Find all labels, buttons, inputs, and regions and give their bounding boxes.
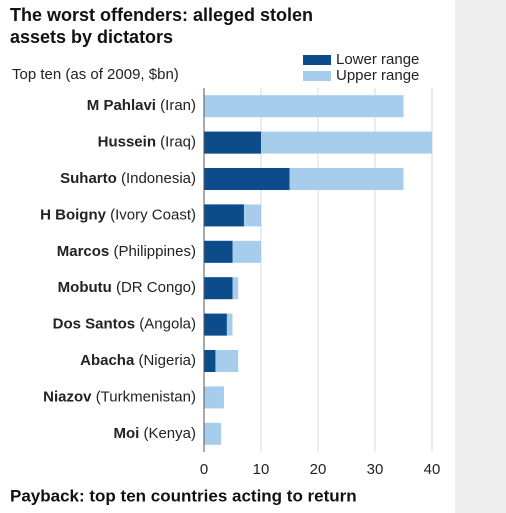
legend-swatch xyxy=(303,55,331,65)
bar xyxy=(204,386,224,409)
category-label: H Boigny (Ivory Coast) xyxy=(40,206,196,223)
category-country: (Ivory Coast) xyxy=(110,206,196,223)
legend-label: Lower range xyxy=(336,51,419,68)
category-name: Niazov xyxy=(43,388,92,405)
bar xyxy=(204,131,261,154)
legend-swatch xyxy=(303,71,331,81)
x-tick-label: 10 xyxy=(253,461,270,478)
legend-label: Upper range xyxy=(336,67,419,84)
category-name: Abacha xyxy=(80,352,135,369)
title-box: The worst offenders: alleged stolen asse… xyxy=(10,5,314,47)
x-tick-label: 40 xyxy=(424,461,441,478)
category-country: (Philippines) xyxy=(113,243,196,260)
subtitle: Top ten (as of 2009, $bn) xyxy=(12,66,179,83)
footer: Payback: top ten countries acting to ret… xyxy=(10,486,357,505)
bar xyxy=(204,95,404,118)
bar xyxy=(204,277,233,300)
category-name: Dos Santos xyxy=(53,316,136,333)
category-label: Mobutu (DR Congo) xyxy=(58,279,196,296)
category-name: Mobutu xyxy=(58,279,112,296)
category-label: Abacha (Nigeria) xyxy=(80,352,196,369)
category-name: Hussein xyxy=(98,134,156,151)
category-country: (DR Congo) xyxy=(116,279,196,296)
bar xyxy=(204,204,244,227)
x-tick-label: 0 xyxy=(200,461,208,478)
category-country: (Angola) xyxy=(139,316,196,333)
x-tick-label: 20 xyxy=(310,461,327,478)
category-country: (Turkmenistan) xyxy=(96,388,196,405)
bar xyxy=(204,313,227,336)
bar xyxy=(204,240,233,263)
category-country: (Iraq) xyxy=(160,134,196,151)
category-name: M Pahlavi xyxy=(87,97,156,114)
category-country: (Iran) xyxy=(160,97,196,114)
side-strip xyxy=(455,0,506,513)
category-label: Hussein (Iraq) xyxy=(98,134,196,151)
category-label: Marcos (Philippines) xyxy=(57,243,196,260)
x-tick-label: 30 xyxy=(367,461,384,478)
category-name: Moi xyxy=(113,425,139,442)
category-name: H Boigny xyxy=(40,206,106,223)
category-country: (Nigeria) xyxy=(138,352,196,369)
category-label: M Pahlavi (Iran) xyxy=(87,97,196,114)
category-country: (Kenya) xyxy=(143,425,196,442)
category-name: Suharto xyxy=(60,170,117,187)
bar xyxy=(204,168,290,190)
bar xyxy=(204,350,216,372)
category-label: Moi (Kenya) xyxy=(113,425,196,442)
category-country: (Indonesia) xyxy=(121,170,196,187)
bar xyxy=(204,422,222,445)
category-label: Dos Santos (Angola) xyxy=(53,316,196,333)
category-label: Niazov (Turkmenistan) xyxy=(43,388,196,405)
category-name: Marcos xyxy=(57,243,110,260)
chart-title: The worst offenders: alleged stolen asse… xyxy=(10,5,314,47)
category-label: Suharto (Indonesia) xyxy=(60,170,196,187)
